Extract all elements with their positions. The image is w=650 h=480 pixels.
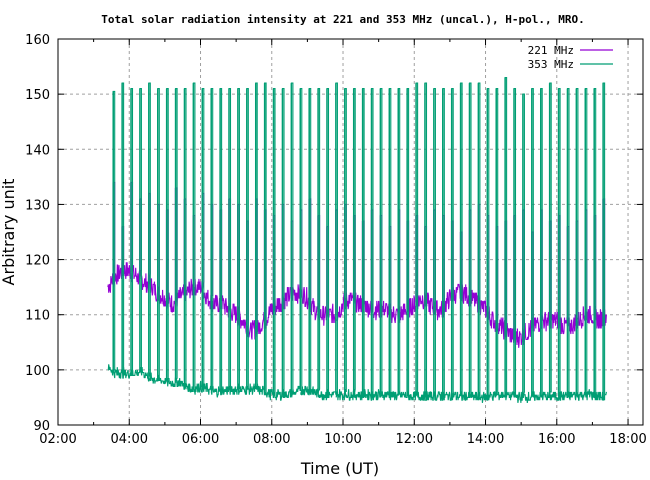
y-tick-label: 90 bbox=[33, 419, 50, 434]
x-tick-label: 12:00 bbox=[396, 432, 433, 447]
x-tick-label: 06:00 bbox=[182, 432, 219, 447]
series-group bbox=[107, 77, 607, 403]
x-tick-label: 08:00 bbox=[253, 432, 290, 447]
x-tick-label: 04:00 bbox=[111, 432, 148, 447]
y-tick-label: 120 bbox=[25, 254, 50, 269]
legend-label-353: 353 MHz bbox=[528, 58, 574, 71]
y-tick-label: 150 bbox=[25, 88, 50, 103]
axis-ticks: 90 100 110 120 130 140 150 160 02:00 04:00 06:00 08… bbox=[25, 33, 647, 447]
x-tick-label: 02:00 bbox=[39, 432, 76, 447]
y-tick-label: 160 bbox=[25, 33, 50, 48]
series-line-353-mhz bbox=[107, 77, 607, 403]
y-tick-label: 110 bbox=[25, 309, 50, 324]
x-tick-label: 18:00 bbox=[609, 432, 646, 447]
plot-border bbox=[57, 38, 644, 426]
y-axis-label: Arbitrary unit bbox=[0, 179, 18, 286]
grid bbox=[58, 39, 643, 425]
x-tick-label: 10:00 bbox=[324, 432, 361, 447]
legend-label-221: 221 MHz bbox=[528, 44, 574, 57]
x-tick-label: 16:00 bbox=[538, 432, 575, 447]
y-tick-label: 130 bbox=[25, 198, 50, 213]
chart-title: Total solar radiation intensity at 221 a… bbox=[101, 13, 584, 26]
x-axis-label: Time (UT) bbox=[300, 459, 379, 478]
y-tick-label: 140 bbox=[25, 143, 50, 158]
legend: 221 MHz 353 MHz bbox=[528, 44, 613, 71]
y-tick-label: 100 bbox=[25, 364, 50, 379]
x-tick-label: 14:00 bbox=[467, 432, 504, 447]
